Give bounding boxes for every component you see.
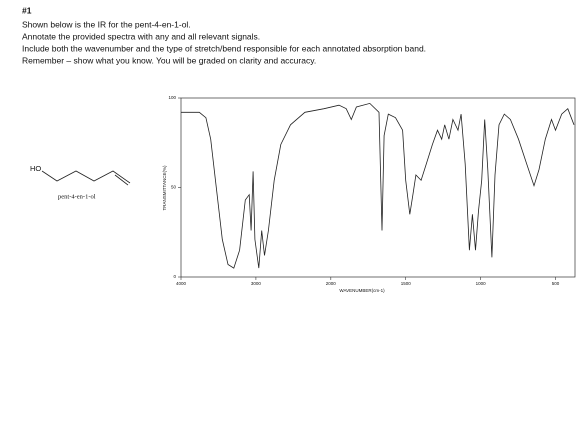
bond-chain — [41, 170, 131, 184]
instruction: Remember – show what you know. You will … — [22, 55, 316, 65]
x-tick-label: 3000 — [251, 281, 262, 286]
x-tick-label: 2000 — [326, 281, 337, 286]
x-tick-label: 1500 — [401, 281, 412, 286]
y-tick-label: 50 — [171, 185, 177, 190]
x-tick-label: 4000 — [176, 281, 187, 286]
instruction: Shown below is the IR for the pent-4-en-… — [22, 19, 191, 29]
question-number: #1 — [22, 5, 32, 15]
y-axis-label: TRANSMITTANCE(%) — [162, 165, 167, 210]
molecule-name: pent-4-en-1-ol — [58, 193, 96, 200]
plot-frame — [180, 97, 576, 278]
y-tick-label: 0 — [173, 274, 176, 279]
double-bond — [114, 174, 129, 186]
instruction: Include both the wavenumber and the type… — [22, 43, 426, 53]
x-axis-label: WAVENUMBER(cm-1) — [339, 288, 385, 293]
atom-label: HO — [30, 164, 41, 173]
x-tick-label: 500 — [552, 281, 560, 286]
spectrum-line — [181, 102, 575, 269]
y-tick-label: 100 — [168, 95, 176, 100]
instruction: Annotate the provided spectra with any a… — [22, 31, 260, 41]
structure — [41, 170, 131, 186]
x-tick-label: 1000 — [476, 281, 487, 286]
